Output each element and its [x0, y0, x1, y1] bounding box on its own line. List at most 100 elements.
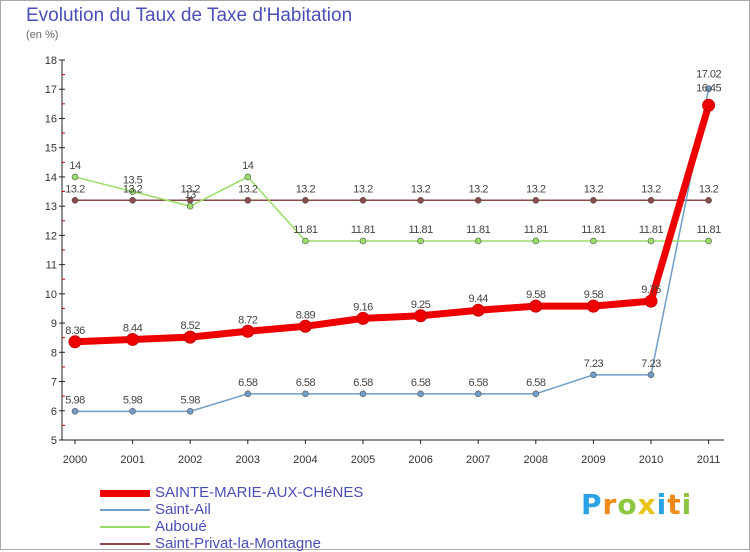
data-label: 17.02: [696, 69, 721, 81]
data-point: [356, 311, 370, 325]
x-tick-label: 2008: [524, 454, 548, 466]
series-2: [71, 173, 712, 245]
x-tick-label: 2007: [466, 454, 490, 466]
data-label: 14: [69, 160, 81, 172]
data-label: 6.58: [353, 377, 373, 389]
data-point: [129, 408, 136, 415]
data-label: 13.2: [65, 183, 85, 195]
series-3: [71, 197, 712, 204]
y-tick-label: 7: [51, 377, 57, 389]
data-label: 13: [185, 189, 197, 201]
data-label: 6.58: [468, 377, 488, 389]
data-label: 13.2: [123, 183, 143, 195]
data-label: 9.44: [468, 293, 488, 305]
series-0: [68, 98, 716, 349]
data-point: [71, 197, 79, 204]
data-label: 13.2: [353, 183, 373, 195]
data-label: 13.2: [468, 183, 488, 195]
data-label: 6.58: [296, 377, 316, 389]
data-point: [71, 173, 79, 181]
data-point: [129, 188, 136, 195]
data-label: 16.45: [696, 82, 721, 94]
data-point: [302, 197, 309, 204]
data-label: 9.25: [411, 299, 431, 311]
data-label: 8.44: [123, 322, 143, 334]
data-label: 13.2: [238, 183, 258, 195]
y-tick-label: 8: [51, 347, 57, 359]
data-label: 13.5: [123, 175, 143, 187]
logo-letter: i: [656, 488, 668, 521]
series-line: [74, 87, 710, 413]
y-tick-label: 5: [51, 435, 57, 447]
y-tick-label: 17: [45, 84, 57, 96]
y-tick-label: 9: [51, 318, 57, 330]
data-point: [186, 408, 194, 415]
data-label: 11.81: [466, 224, 491, 236]
data-point: [244, 390, 252, 398]
data-point: [474, 237, 482, 245]
x-tick-label: 2004: [293, 454, 317, 466]
y-tick-label: 16: [45, 113, 57, 125]
data-label: 11.81: [696, 224, 721, 236]
y-tick-label: 13: [45, 201, 57, 213]
data-label: 13.2: [526, 183, 546, 195]
legend-swatch-0: [100, 489, 150, 497]
data-label: 11.81: [639, 224, 664, 236]
legend-label-0: SAINTE-MARIE-AUX-CHéNES: [155, 484, 364, 501]
data-point: [529, 299, 543, 313]
data-point: [647, 371, 655, 379]
data-point: [532, 197, 540, 204]
data-point: [359, 390, 367, 398]
data-label: 6.58: [238, 377, 258, 389]
x-tick-label: 2011: [697, 454, 721, 466]
data-label: 5.98: [65, 394, 85, 406]
logo-letter: o: [617, 488, 638, 521]
series-1: [71, 85, 712, 415]
logo-letter: t: [667, 488, 682, 521]
data-point: [590, 197, 597, 204]
data-point: [586, 299, 600, 313]
data-point: [590, 237, 597, 245]
data-point: [302, 390, 309, 398]
data-point: [474, 197, 482, 204]
data-point: [702, 98, 716, 112]
data-point: [359, 197, 367, 204]
data-label: 11.81: [408, 224, 433, 236]
data-point: [705, 197, 712, 204]
data-point: [705, 237, 712, 245]
data-point: [71, 408, 79, 415]
y-tick-label: 15: [45, 143, 57, 155]
data-label: 11.81: [524, 224, 549, 236]
data-label: 13.2: [180, 183, 200, 195]
unit-label: (en %): [26, 29, 59, 41]
data-point: [298, 319, 312, 333]
x-tick-label: 2009: [581, 454, 605, 466]
x-tick-label: 2001: [120, 454, 144, 466]
chart-title: Evolution du Taux de Taxe d'Habitation: [26, 5, 353, 26]
data-point: [302, 237, 309, 245]
data-point: [417, 197, 424, 204]
legend-label-3: Saint-Privat-la-Montagne: [155, 535, 321, 552]
proxiti-logo: Proxiti: [581, 488, 692, 521]
data-label: 14: [242, 160, 254, 172]
data-point: [532, 390, 540, 398]
data-point: [590, 371, 597, 379]
data-label: 6.58: [526, 377, 546, 389]
data-point: [359, 237, 367, 245]
data-label: 13.2: [584, 183, 604, 195]
data-label: 8.52: [180, 320, 200, 332]
data-point: [647, 237, 655, 245]
data-point: [417, 237, 424, 245]
data-point: [644, 294, 658, 308]
data-label: 11.81: [351, 224, 376, 236]
data-label: 7.23: [641, 358, 661, 370]
y-tick-label: 12: [45, 230, 57, 242]
data-point: [126, 332, 140, 346]
data-label: 11.81: [581, 224, 606, 236]
legend-swatch-1: [100, 509, 150, 511]
x-tick-label: 2002: [178, 454, 202, 466]
logo-letter: i: [681, 488, 693, 521]
data-point: [471, 303, 485, 317]
data-label: 6.58: [411, 377, 431, 389]
